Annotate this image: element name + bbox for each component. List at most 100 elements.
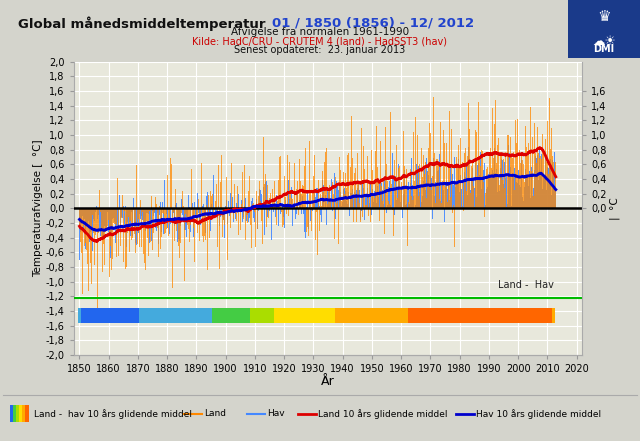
- Bar: [13, 405, 16, 422]
- Bar: [163, 308, 166, 323]
- Text: Land 10 års glidende middel: Land 10 års glidende middel: [318, 409, 447, 419]
- Bar: [101, 308, 104, 323]
- Bar: [218, 308, 221, 323]
- Bar: [253, 308, 257, 323]
- Bar: [315, 308, 318, 323]
- Bar: [461, 308, 464, 323]
- Text: ☁☀: ☁☀: [592, 35, 616, 49]
- Bar: [493, 308, 496, 323]
- Bar: [107, 308, 110, 323]
- Bar: [397, 308, 400, 323]
- Bar: [215, 308, 218, 323]
- Bar: [131, 308, 134, 323]
- Bar: [420, 308, 423, 323]
- Bar: [373, 308, 376, 323]
- Bar: [189, 308, 192, 323]
- Bar: [511, 308, 514, 323]
- Bar: [113, 308, 116, 323]
- Bar: [455, 308, 458, 323]
- Bar: [502, 308, 505, 323]
- Bar: [19, 405, 22, 422]
- Bar: [476, 308, 479, 323]
- Text: ♛: ♛: [597, 9, 611, 24]
- Bar: [326, 308, 330, 323]
- Bar: [440, 308, 444, 323]
- Bar: [256, 308, 259, 323]
- Text: Land: Land: [204, 409, 226, 418]
- Bar: [470, 308, 473, 323]
- Bar: [435, 308, 438, 323]
- Bar: [490, 308, 493, 323]
- Bar: [140, 308, 142, 323]
- Bar: [204, 308, 207, 323]
- Bar: [244, 308, 248, 323]
- Bar: [221, 308, 224, 323]
- Bar: [350, 308, 353, 323]
- Bar: [242, 308, 244, 323]
- Bar: [341, 308, 344, 323]
- Bar: [317, 308, 321, 323]
- X-axis label: År: År: [321, 375, 335, 389]
- Bar: [438, 308, 441, 323]
- Bar: [116, 308, 119, 323]
- Bar: [175, 308, 177, 323]
- Text: Hav: Hav: [268, 409, 285, 418]
- Bar: [291, 308, 294, 323]
- Bar: [335, 308, 339, 323]
- Bar: [546, 308, 549, 323]
- Bar: [157, 308, 160, 323]
- Bar: [321, 308, 324, 323]
- Bar: [552, 308, 555, 323]
- Bar: [528, 308, 531, 323]
- Bar: [289, 308, 292, 323]
- Bar: [324, 308, 326, 323]
- Bar: [371, 308, 373, 323]
- Bar: [347, 308, 350, 323]
- Bar: [417, 308, 420, 323]
- Bar: [452, 308, 455, 323]
- Bar: [300, 308, 303, 323]
- Bar: [201, 308, 204, 323]
- Bar: [548, 308, 552, 323]
- Bar: [207, 308, 210, 323]
- Bar: [353, 308, 356, 323]
- Bar: [265, 308, 268, 323]
- Bar: [446, 308, 449, 323]
- Y-axis label: |  °C: | °C: [610, 197, 620, 220]
- Bar: [367, 308, 371, 323]
- Bar: [449, 308, 452, 323]
- Bar: [481, 308, 484, 323]
- Bar: [280, 308, 283, 323]
- Bar: [274, 308, 277, 323]
- Bar: [414, 308, 417, 323]
- Bar: [230, 308, 233, 323]
- Y-axis label: Temperaturafvigelse [  °C]: Temperaturafvigelse [ °C]: [33, 139, 43, 277]
- Bar: [248, 308, 251, 323]
- Bar: [16, 405, 19, 422]
- Bar: [540, 308, 543, 323]
- Bar: [362, 308, 365, 323]
- Bar: [236, 308, 239, 323]
- Bar: [426, 308, 429, 323]
- Bar: [534, 308, 537, 323]
- Bar: [166, 308, 169, 323]
- Bar: [198, 308, 201, 323]
- Bar: [473, 308, 476, 323]
- Bar: [86, 308, 90, 323]
- Bar: [122, 308, 125, 323]
- Bar: [514, 308, 516, 323]
- Bar: [399, 308, 403, 323]
- Bar: [26, 405, 29, 422]
- Bar: [239, 308, 242, 323]
- Bar: [110, 308, 113, 323]
- Bar: [330, 308, 332, 323]
- Bar: [125, 308, 128, 323]
- Bar: [93, 308, 95, 323]
- Bar: [499, 308, 502, 323]
- Text: DMI: DMI: [593, 44, 615, 53]
- Bar: [309, 308, 312, 323]
- Bar: [479, 308, 481, 323]
- Bar: [297, 308, 300, 323]
- Bar: [134, 308, 136, 323]
- Bar: [379, 308, 382, 323]
